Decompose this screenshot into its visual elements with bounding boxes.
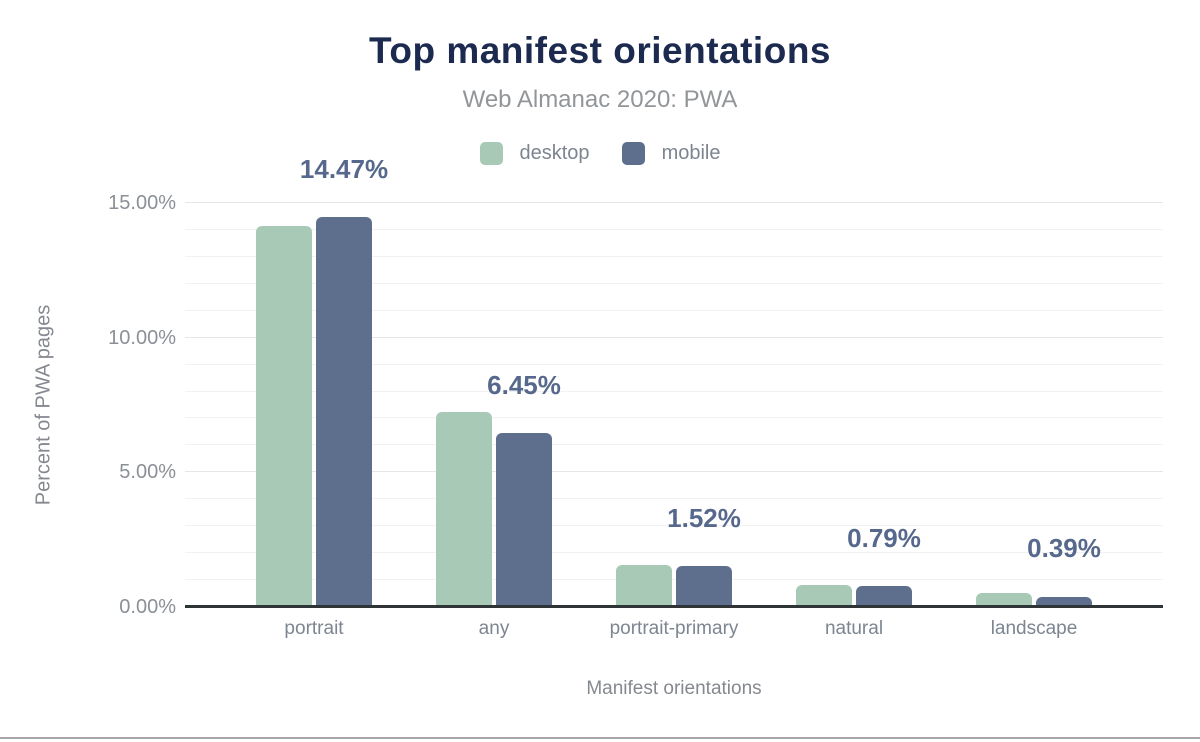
bar-mobile-natural[interactable]: [856, 585, 912, 607]
bar-mobile-portrait-primary[interactable]: [676, 566, 732, 607]
gridline: [185, 228, 1163, 230]
chart-subtitle: Web Almanac 2020: PWA: [462, 86, 738, 113]
mobile-series-swatch-icon: [621, 142, 645, 165]
gridline: [185, 336, 1163, 338]
gridline: [185, 309, 1163, 311]
gridline: [185, 471, 1163, 473]
bar-desktop-any[interactable]: [436, 411, 492, 607]
gridline: [185, 363, 1163, 365]
x-tick-label-portrait: portrait: [284, 618, 344, 639]
x-axis-line: [185, 605, 1163, 608]
legend-label-mobile: mobile: [661, 142, 721, 164]
y-tick-label: 0.00%: [119, 596, 176, 618]
bar-value-label-portrait: 14.47%: [299, 154, 389, 185]
gridline: [185, 390, 1163, 392]
x-tick-label-portrait-primary: portrait-primary: [609, 618, 739, 639]
y-tick-label: 10.00%: [108, 326, 176, 349]
y-axis-title: Percent of PWA pages: [32, 304, 55, 506]
legend-item-desktop[interactable]: desktop: [479, 142, 590, 165]
bar-value-label-any: 6.45%: [487, 370, 561, 401]
bar-desktop-portrait-primary[interactable]: [616, 564, 672, 607]
gridline: [185, 417, 1163, 419]
y-tick-label: 15.00%: [108, 192, 176, 214]
plot-area: [185, 202, 1163, 607]
x-tick-label-natural: natural: [824, 618, 884, 639]
bar-desktop-portrait[interactable]: [256, 225, 312, 607]
page-bottom-edge: [0, 737, 1200, 739]
x-tick-label-any: any: [478, 618, 510, 639]
chart-title: Top manifest orientations: [368, 30, 831, 71]
bar-value-label-portrait-primary: 1.52%: [667, 503, 741, 534]
y-tick-label: 5.00%: [119, 461, 176, 484]
bar-desktop-landscape[interactable]: [976, 593, 1032, 607]
gridline: [185, 552, 1163, 554]
bar-value-label-landscape: 0.39%: [1027, 533, 1101, 564]
gridline: [185, 282, 1163, 284]
bar-value-label-natural: 0.79%: [847, 522, 921, 553]
x-tick-label-landscape: landscape: [990, 618, 1078, 639]
x-axis-title: Manifest orientations: [586, 678, 762, 699]
legend: desktop mobile: [0, 142, 1200, 165]
gridline: [185, 202, 1163, 203]
desktop-series-swatch-icon: [479, 142, 503, 165]
gridline: [185, 444, 1163, 446]
bar-mobile-portrait[interactable]: [316, 217, 372, 607]
gridline: [185, 579, 1163, 581]
bar-mobile-any[interactable]: [496, 433, 552, 607]
legend-item-mobile[interactable]: mobile: [621, 142, 721, 165]
legend-label-desktop: desktop: [519, 142, 590, 164]
gridline: [185, 255, 1163, 257]
gridline: [185, 498, 1163, 500]
gridline: [185, 525, 1163, 527]
bar-mobile-landscape[interactable]: [1036, 596, 1092, 607]
bar-desktop-natural[interactable]: [796, 585, 852, 607]
